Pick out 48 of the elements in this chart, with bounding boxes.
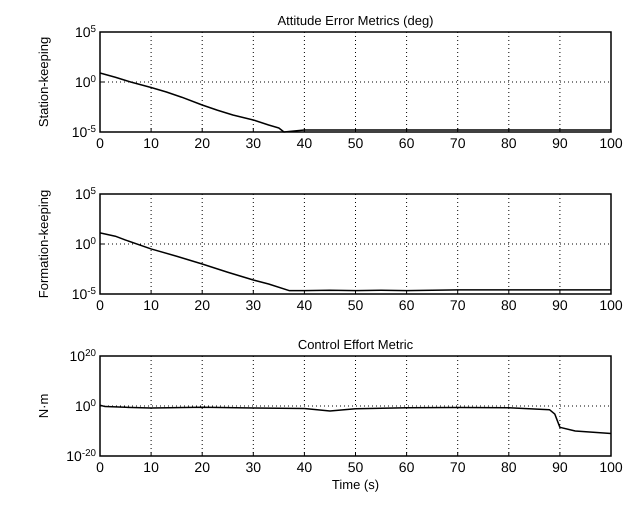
x-tick-label: 70 <box>450 459 466 475</box>
x-tick-label: 10 <box>143 135 160 151</box>
x-axis-title: Time (s) <box>332 477 380 492</box>
x-tick-label: 40 <box>296 297 312 313</box>
x-tick-label: 100 <box>599 297 623 313</box>
x-tick-label: 60 <box>398 459 415 475</box>
x-tick-label: 100 <box>599 459 623 475</box>
y-tick-label: 10$^{0}$ <box>74 236 97 252</box>
x-tick-label: 90 <box>552 297 568 313</box>
x-tick-label: 60 <box>398 297 415 313</box>
y-axis-title: Station-keeping <box>36 36 51 128</box>
x-tick-label: 80 <box>501 297 517 313</box>
x-tick-label: 60 <box>398 135 415 151</box>
y-tick-label: 10$^{0}$ <box>74 74 97 90</box>
y-tick-label: 10$^{-5}$ <box>72 124 97 140</box>
y-tick-label: 10$^{0}$ <box>74 398 97 414</box>
y-tick-label: 10$^{-20}$ <box>66 448 97 464</box>
x-tick-label: 30 <box>246 459 262 475</box>
x-tick-label: 30 <box>246 297 262 313</box>
x-tick-label: 10 <box>143 297 160 313</box>
x-tick-label: 100 <box>599 135 623 151</box>
x-tick-label: 80 <box>501 459 517 475</box>
y-axis-title: N·m <box>36 394 51 418</box>
y-tick-label: 10$^{-5}$ <box>72 286 97 302</box>
x-tick-label: 0 <box>96 459 104 475</box>
x-tick-label: 70 <box>450 135 466 151</box>
x-tick-label: 10 <box>143 459 160 475</box>
x-tick-label: 0 <box>96 135 104 151</box>
y-tick-label: 10$^{20}$ <box>70 348 97 364</box>
x-tick-label: 30 <box>246 135 262 151</box>
x-tick-label: 20 <box>194 459 210 475</box>
x-tick-label: 40 <box>296 135 312 151</box>
chart-title: Control Effort Metric <box>298 337 414 352</box>
x-tick-label: 50 <box>348 135 364 151</box>
x-tick-label: 50 <box>348 297 364 313</box>
x-tick-label: 0 <box>96 297 104 313</box>
x-tick-label: 90 <box>552 135 568 151</box>
x-tick-label: 20 <box>194 297 210 313</box>
chart-title: Attitude Error Metrics (deg) <box>277 13 434 28</box>
y-tick-label: 10$^{5}$ <box>74 186 97 202</box>
y-tick-label: 10$^{5}$ <box>74 24 97 40</box>
x-tick-label: 50 <box>348 459 364 475</box>
y-axis-title: Formation-keeping <box>36 190 51 298</box>
x-tick-label: 90 <box>552 459 568 475</box>
x-tick-label: 80 <box>501 135 517 151</box>
x-tick-label: 20 <box>194 135 210 151</box>
x-tick-label: 40 <box>296 459 312 475</box>
x-tick-label: 70 <box>450 297 466 313</box>
